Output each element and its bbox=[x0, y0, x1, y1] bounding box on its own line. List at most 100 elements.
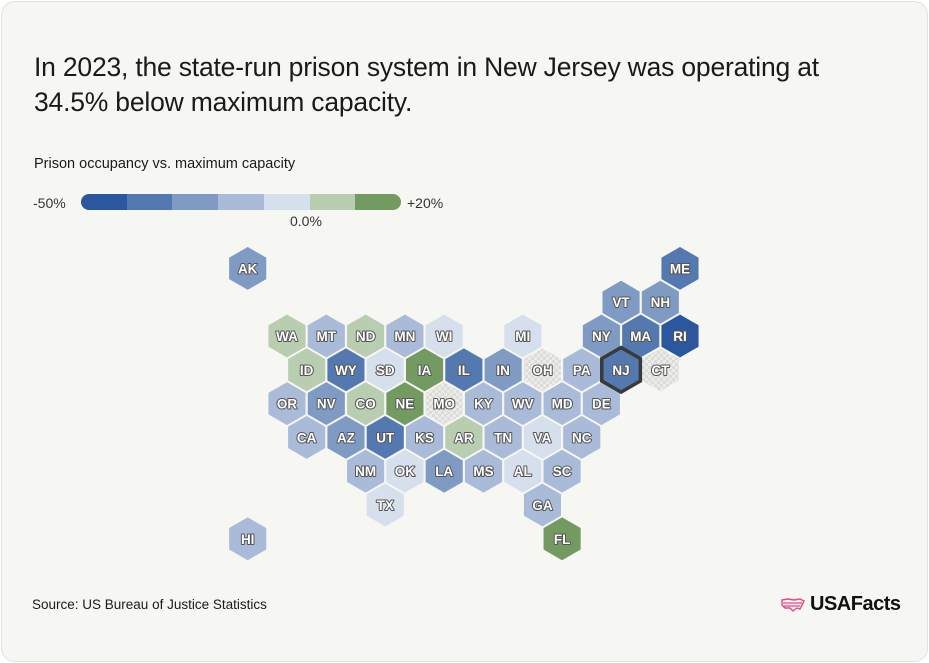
state-label: GA bbox=[532, 498, 553, 513]
legend-bin-4 bbox=[263, 194, 310, 210]
state-label: KY bbox=[474, 397, 493, 412]
state-hex-al[interactable]: AL bbox=[502, 448, 543, 495]
state-label: CT bbox=[651, 363, 670, 378]
state-label: AL bbox=[514, 464, 532, 479]
state-label: DE bbox=[592, 397, 611, 412]
state-hex-ga[interactable]: GA bbox=[522, 481, 563, 529]
state-label: MO bbox=[433, 397, 455, 412]
state-label: CO bbox=[355, 397, 375, 412]
state-hex-de[interactable]: DE bbox=[581, 380, 622, 427]
state-hex-va[interactable]: VA bbox=[522, 414, 563, 461]
state-label: FL bbox=[554, 532, 571, 547]
state-hex-fl[interactable]: FL bbox=[542, 515, 583, 562]
state-hex-shape bbox=[365, 481, 406, 529]
state-hex-ky[interactable]: KY bbox=[463, 380, 504, 427]
state-label: VT bbox=[612, 295, 630, 310]
state-label: NH bbox=[651, 295, 671, 310]
state-hex-ut[interactable]: UT bbox=[365, 414, 406, 461]
state-label: LA bbox=[435, 464, 453, 479]
state-label: RI bbox=[673, 329, 687, 344]
state-label: SC bbox=[553, 464, 572, 479]
state-label: MT bbox=[317, 329, 337, 344]
state-label: NC bbox=[572, 430, 592, 445]
state-hex-mi[interactable]: MI bbox=[502, 312, 543, 360]
state-label: AK bbox=[238, 261, 258, 276]
state-hex-ks[interactable]: KS bbox=[404, 414, 445, 461]
state-label: MD bbox=[552, 397, 573, 412]
state-label: ME bbox=[670, 261, 690, 276]
state-label: UT bbox=[376, 430, 395, 445]
state-label: PA bbox=[573, 363, 591, 378]
state-label: MA bbox=[630, 329, 651, 344]
state-hex-shape bbox=[227, 515, 268, 562]
state-label: NV bbox=[317, 397, 336, 412]
us-map-logo-icon bbox=[781, 597, 805, 612]
page-title: In 2023, the state-run prison system in … bbox=[34, 52, 819, 117]
state-label: NE bbox=[396, 397, 415, 412]
state-hex-ak[interactable]: AK bbox=[227, 245, 268, 292]
state-label: TN bbox=[494, 430, 512, 445]
state-label: TX bbox=[377, 498, 394, 513]
state-hex-mo[interactable]: MO bbox=[424, 380, 465, 427]
state-hex-highlighted[interactable]: NJ bbox=[600, 345, 643, 395]
state-hex-sd[interactable]: SD bbox=[365, 346, 406, 393]
state-label: AZ bbox=[337, 430, 355, 445]
state-label: AR bbox=[454, 430, 474, 445]
state-label: IN bbox=[496, 363, 510, 378]
state-label: WY bbox=[335, 363, 357, 378]
state-hex-mt[interactable]: MT bbox=[306, 312, 347, 360]
state-label: IA bbox=[418, 363, 432, 378]
state-label: CA bbox=[297, 430, 317, 445]
legend-title: Prison occupancy vs. maximum capacity bbox=[34, 156, 296, 172]
state-label: NM bbox=[355, 464, 376, 479]
state-hex-wi[interactable]: WI bbox=[424, 312, 465, 360]
state-hex-co[interactable]: CO bbox=[345, 380, 386, 427]
state-hex-id[interactable]: ID bbox=[286, 346, 327, 393]
state-hex-tx[interactable]: TX bbox=[365, 481, 406, 529]
state-hex-ar[interactable]: AR bbox=[443, 414, 484, 461]
legend-bin-3 bbox=[218, 194, 264, 210]
state-hex-shape bbox=[227, 245, 268, 292]
state-hex-az[interactable]: AZ bbox=[325, 414, 366, 461]
state-label: VA bbox=[534, 430, 552, 445]
state-hex-shape bbox=[542, 515, 583, 562]
state-hex-oh[interactable]: OH bbox=[522, 346, 563, 393]
state-hex-ri[interactable]: RI bbox=[659, 312, 701, 360]
state-label: ND bbox=[356, 329, 376, 344]
state-hex-ms[interactable]: MS bbox=[463, 448, 504, 495]
state-label: NJ bbox=[612, 363, 629, 378]
state-hex-in[interactable]: IN bbox=[483, 346, 524, 393]
state-hex-wy[interactable]: WY bbox=[325, 346, 366, 393]
state-label: IL bbox=[458, 363, 470, 378]
state-hex-hi[interactable]: HI bbox=[227, 515, 268, 562]
state-hex-md[interactable]: MD bbox=[542, 380, 583, 427]
usafacts-logo[interactable]: USAFacts bbox=[780, 593, 901, 616]
state-hex-mn[interactable]: MN bbox=[384, 312, 425, 360]
state-hex-wa[interactable]: WA bbox=[266, 312, 308, 360]
brand-name: USAFacts bbox=[810, 593, 901, 615]
state-label: HI bbox=[241, 532, 255, 547]
state-label: OH bbox=[532, 363, 552, 378]
state-label: WI bbox=[436, 329, 453, 344]
legend-bin-1 bbox=[126, 194, 173, 210]
state-label: MS bbox=[473, 464, 493, 479]
state-hex-nc[interactable]: NC bbox=[561, 414, 602, 461]
legend-bin-0 bbox=[81, 194, 127, 210]
state-label: MI bbox=[515, 329, 530, 344]
legend-color-bar bbox=[81, 194, 401, 210]
state-label: WV bbox=[512, 397, 534, 412]
legend-bin-2 bbox=[172, 194, 219, 210]
state-hex-shape bbox=[600, 345, 643, 395]
state-hex-or[interactable]: OR bbox=[266, 380, 308, 427]
legend-bin-6 bbox=[355, 194, 401, 210]
state-label: SD bbox=[376, 363, 395, 378]
state-hex-sc[interactable]: SC bbox=[542, 448, 583, 495]
state-hex-la[interactable]: LA bbox=[424, 448, 465, 495]
legend-min-label: -50% bbox=[33, 195, 66, 211]
state-label: KS bbox=[415, 430, 434, 445]
state-hex-nh[interactable]: NH bbox=[640, 279, 681, 326]
state-label: OR bbox=[277, 397, 298, 412]
state-label: OK bbox=[395, 464, 416, 479]
